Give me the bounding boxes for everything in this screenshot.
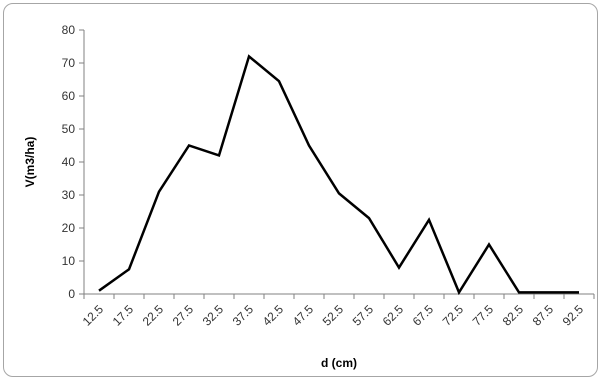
x-axis-title: d (cm) [321,356,357,370]
y-tick-label: 50 [62,122,76,136]
x-tick-label: 37.5 [230,302,257,329]
x-tick-label: 82.5 [500,302,527,329]
x-tick-label: 12.5 [80,302,107,329]
y-tick-label: 10 [62,254,76,268]
x-tick-label: 67.5 [410,302,437,329]
x-tick-label: 92.5 [560,302,587,329]
x-tick-label: 87.5 [530,302,557,329]
x-tick-label: 57.5 [350,302,377,329]
y-tick-label: 0 [68,287,75,301]
x-tick-label: 62.5 [380,302,407,329]
x-tick-label: 42.5 [260,302,287,329]
series-line [98,54,579,296]
chart-frame [3,3,598,377]
y-axis-ticks: 0 10 20 30 40 50 60 70 80 [62,23,84,301]
y-tick-label: 70 [62,56,76,70]
y-axis-title: V(m3/ha) [23,137,37,188]
y-tick-label: 80 [62,23,76,37]
y-tick-label: 20 [62,221,76,235]
y-tick-label: 60 [62,89,76,103]
y-tick-label: 30 [62,188,76,202]
x-tick-label: 17.5 [110,302,137,329]
x-tick-label: 27.5 [170,302,197,329]
x-axis-ticks: 12.5 17.5 22.5 27.5 32.5 37.5 42.5 47.5 52.5 57.5… [80,294,595,329]
x-tick-label: 52.5 [320,302,347,329]
y-tick-label: 40 [62,155,76,169]
x-tick-label: 47.5 [290,302,317,329]
x-tick-label: 22.5 [140,302,167,329]
x-tick-label: 72.5 [440,302,467,329]
x-tick-label: 32.5 [200,302,227,329]
x-tick-label: 77.5 [470,302,497,329]
